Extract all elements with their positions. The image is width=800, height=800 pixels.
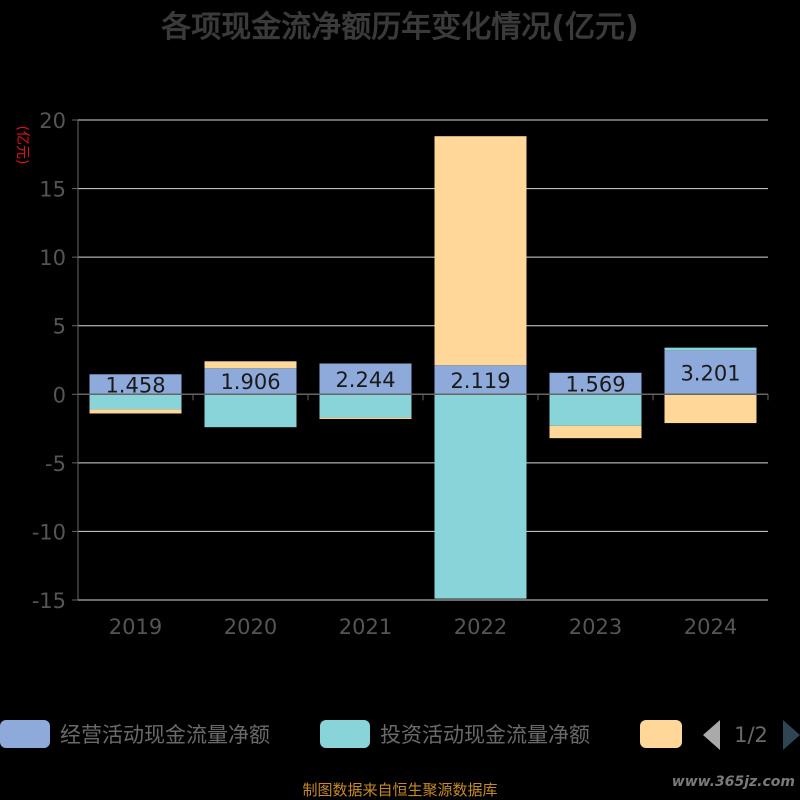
grid-lines <box>72 119 768 601</box>
bar-segment-s1 <box>89 394 182 410</box>
y-axis-label: (亿元) <box>14 126 30 165</box>
legend-label-investing: 投资活动现金流量净额 <box>380 723 590 747</box>
bars-group <box>89 136 757 599</box>
bar-segment-s1 <box>204 394 297 428</box>
bar-segment-s0 <box>664 350 757 395</box>
x-tick-label: 2024 <box>684 615 737 639</box>
legend: 经营活动现金流量净额 投资活动现金流量净额 1/2 <box>0 720 800 750</box>
bar-segment-s1 <box>434 394 527 599</box>
legend-swatch-operating <box>0 720 50 748</box>
x-tick-label: 2021 <box>339 615 392 639</box>
legend-page-indicator: 1/2 <box>734 723 768 747</box>
y-tick-label: 10 <box>39 246 66 270</box>
bar-value-label: 2.244 <box>335 368 395 392</box>
watermark: www.365jz.com <box>672 774 795 790</box>
bar-value-label: 3.201 <box>680 361 740 385</box>
bar-segment-s1 <box>319 394 412 418</box>
bar-segment-s0 <box>319 363 412 395</box>
legend-swatch-investing <box>320 720 370 748</box>
legend-item-operating[interactable]: 经营活动现金流量净额 <box>0 720 270 748</box>
y-tick-label: 20 <box>39 109 66 133</box>
bar-segment-s1 <box>549 394 642 426</box>
x-tick-labels: 2019 2020 2021 2022 2023 2024 <box>109 615 737 639</box>
bar-value-label: 1.458 <box>105 373 165 397</box>
chart-title: 各项现金流净额历年变化情况(亿元) <box>160 10 638 45</box>
y-tick-label: 0 <box>53 383 66 407</box>
legend-item-third[interactable] <box>640 720 682 748</box>
bar-segment-s2 <box>89 409 182 414</box>
bar-segment-s1 <box>664 347 757 351</box>
x-tick-label: 2023 <box>569 615 622 639</box>
bar-labels: 1.458 1.906 2.244 2.119 1.569 3.201 <box>105 361 740 397</box>
legend-item-investing[interactable]: 投资活动现金流量净额 <box>320 720 590 748</box>
x-tick-label: 2020 <box>224 615 277 639</box>
y-tick-label: 15 <box>39 178 66 202</box>
y-tick-label: -15 <box>32 589 66 613</box>
bar-segment-s2 <box>434 136 527 366</box>
y-tick-label: 5 <box>53 315 66 339</box>
bar-value-label: 1.906 <box>220 370 280 394</box>
y-tick-labels: -15 -10 -5 0 5 10 15 20 <box>32 109 66 613</box>
x-tick-label: 2022 <box>454 615 507 639</box>
bar-segment-s2 <box>664 394 757 424</box>
bar-segment-s0 <box>89 374 182 395</box>
data-source-note: 制图数据来自恒生聚源数据库 <box>302 781 497 799</box>
bar-value-label: 1.569 <box>565 373 625 397</box>
y-tick-label: -5 <box>45 452 66 476</box>
bar-segment-s0 <box>434 365 527 395</box>
bar-segment-s0 <box>204 368 297 395</box>
axes <box>77 120 769 600</box>
legend-prev-arrow-icon[interactable] <box>703 720 720 750</box>
bar-segment-s2 <box>319 417 412 419</box>
bar-value-label: 2.119 <box>450 369 510 393</box>
y-tick-label: -10 <box>32 520 66 544</box>
legend-next-arrow-icon[interactable] <box>783 720 800 750</box>
legend-swatch-third <box>640 720 682 748</box>
bar-segment-s0 <box>549 372 642 395</box>
bar-segment-s2 <box>549 425 642 439</box>
legend-label-operating: 经营活动现金流量净额 <box>60 723 270 747</box>
x-tick-label: 2019 <box>109 615 162 639</box>
bar-segment-s2 <box>204 361 297 369</box>
